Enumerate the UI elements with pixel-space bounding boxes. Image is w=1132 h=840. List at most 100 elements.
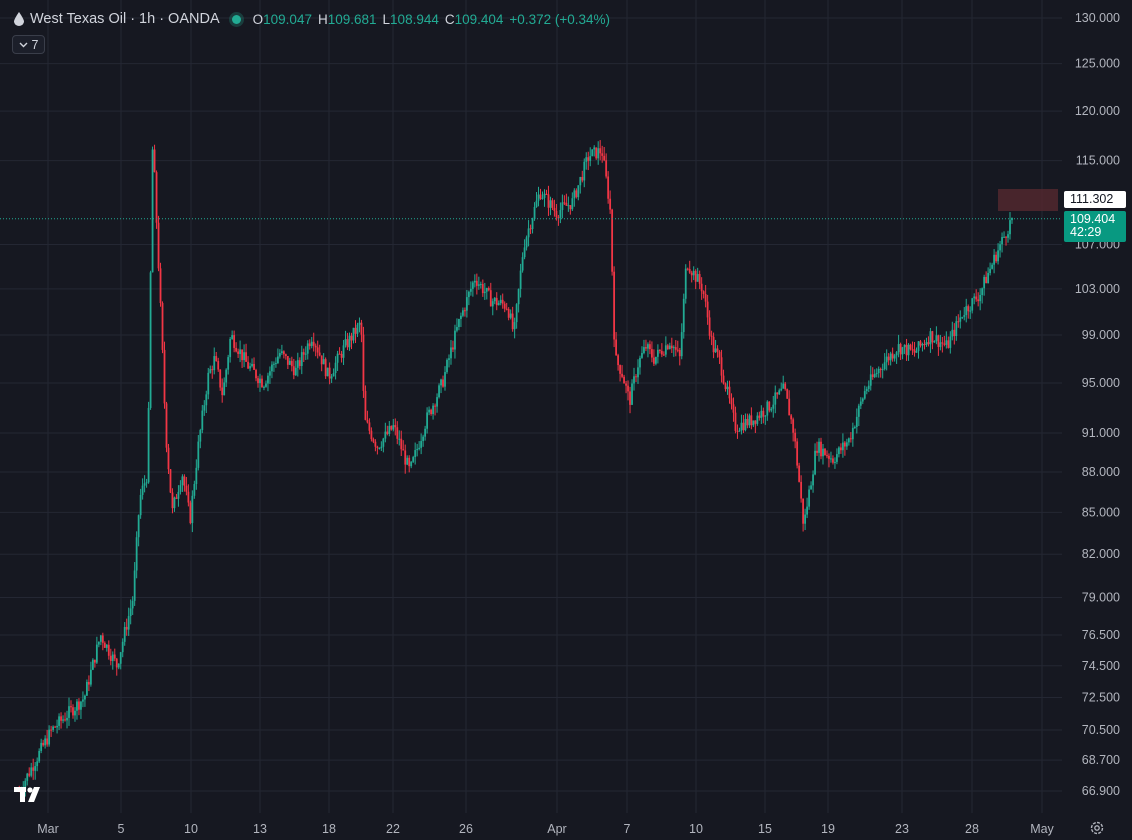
candle-body (155, 172, 158, 223)
candle-body (46, 738, 49, 745)
y-tick-label: 85.000 (1082, 505, 1120, 519)
candle-body (452, 347, 454, 350)
candle-body (259, 378, 261, 384)
candle-body (643, 347, 645, 354)
candle-body (374, 441, 377, 447)
candle-body (939, 342, 942, 347)
y-tick-label: 130.000 (1075, 11, 1120, 25)
candle-body (782, 383, 785, 389)
alert-price-tag[interactable]: 111.302 (1064, 191, 1126, 208)
candle-body (714, 348, 717, 353)
candle-body (654, 356, 657, 364)
candle-body (300, 352, 303, 367)
candle-body (957, 321, 960, 323)
candle-body (816, 450, 818, 453)
candle-body (275, 363, 277, 365)
candle-body (635, 376, 637, 378)
candle-body (507, 309, 510, 318)
candle-body (700, 283, 703, 292)
candle-body (931, 331, 934, 343)
candle-body (410, 461, 413, 467)
candle-body (792, 419, 795, 433)
candle-body (340, 353, 343, 358)
candle-body (310, 341, 313, 347)
candle-body (211, 369, 214, 371)
candle-body (724, 383, 727, 390)
candle-body (354, 327, 357, 334)
candle-body (173, 497, 176, 509)
candle-body (428, 409, 430, 413)
x-tick-label: 5 (118, 822, 125, 836)
candle-body (1003, 236, 1005, 238)
symbol-title[interactable]: West Texas Oil · 1h · OANDA (30, 11, 220, 27)
candle-body (36, 761, 39, 767)
candle-body (879, 368, 882, 370)
candle-body (165, 403, 168, 448)
candle-body (52, 726, 54, 730)
tradingview-logo-icon[interactable] (14, 784, 46, 804)
candle-body (123, 626, 126, 642)
candle-body (613, 271, 616, 340)
candle-body (497, 303, 500, 306)
candle-body (619, 365, 621, 374)
candle-body (559, 210, 562, 218)
candle-body (167, 447, 170, 470)
candle-body (625, 383, 627, 386)
candle-body (959, 317, 962, 322)
candle-body (271, 364, 273, 372)
candle-body (432, 405, 434, 415)
candle-body (284, 354, 287, 356)
candle-body (213, 356, 216, 371)
x-tick-label: 7 (624, 822, 631, 836)
candle-body (139, 494, 142, 516)
candle-body (694, 270, 697, 282)
candle-body (885, 356, 888, 363)
candle-body (551, 200, 554, 208)
candle-body (308, 343, 311, 347)
candle-body (24, 780, 27, 790)
candle-body (328, 367, 331, 379)
candle-body (382, 438, 385, 447)
candle-body (804, 514, 806, 524)
candle-body (664, 345, 667, 355)
candle-body (515, 304, 518, 323)
y-tick-label: 66.900 (1082, 784, 1120, 798)
y-tick-label: 115.000 (1076, 154, 1120, 168)
candle-body (794, 432, 797, 442)
candle-body (738, 430, 741, 432)
candle-body (239, 349, 242, 354)
candle-body (38, 750, 41, 762)
candle-body (836, 454, 838, 462)
candle-body (396, 427, 399, 439)
candle-body (44, 738, 47, 746)
candle-body (448, 358, 450, 360)
candle-body (380, 446, 383, 448)
indicators-toggle-button[interactable]: 7 (12, 35, 45, 54)
candle-body (561, 202, 564, 211)
candle-body (76, 701, 78, 711)
candle-body (977, 299, 980, 302)
settings-gear-icon[interactable] (1089, 820, 1105, 836)
candle-body (205, 394, 208, 406)
candle-body (565, 202, 568, 206)
candle-body (273, 363, 275, 365)
candle-body (243, 352, 245, 361)
candle-body (927, 342, 930, 345)
candle-body (499, 299, 502, 304)
candle-body (748, 415, 751, 426)
x-tick-label: 26 (459, 822, 473, 836)
candle-body (943, 343, 946, 345)
candle-body (221, 387, 224, 396)
candle-body (746, 418, 749, 426)
symbol-legend: West Texas Oil · 1h · OANDA O109.047 H10… (14, 9, 610, 29)
candle-body (278, 353, 281, 357)
candle-body (159, 268, 162, 304)
candle-body (376, 446, 379, 449)
candle-body (135, 537, 138, 571)
candle-body (903, 344, 906, 348)
candle-body (660, 350, 663, 355)
candle-body (899, 344, 902, 355)
x-tick-label: 23 (895, 822, 909, 836)
candle-body (676, 349, 679, 351)
